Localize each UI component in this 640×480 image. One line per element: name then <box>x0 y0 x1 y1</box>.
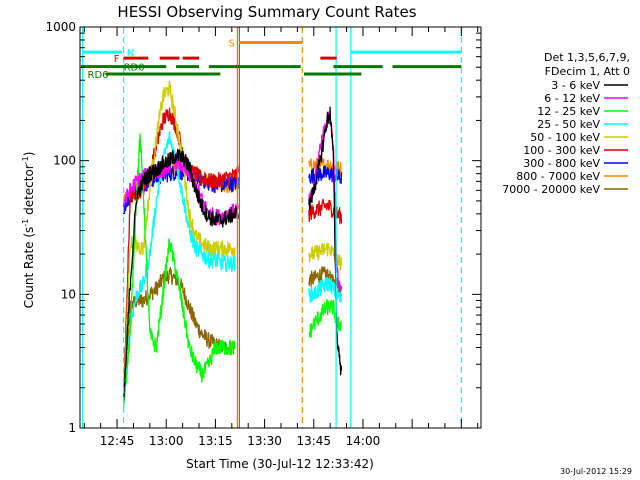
flag-f: F <box>114 54 337 65</box>
series-line-4-flare <box>122 131 236 412</box>
x-axis: 12:45 13:00 13:15 13:30 13:45 14:00 <box>83 27 479 448</box>
flag-n-label: N <box>127 48 134 59</box>
legend: Det 1,3,5,6,7,9, FDecim 1, Att 0 3 - 6 k… <box>502 51 630 196</box>
legend-label-8: 800 - 7000 keV <box>516 170 600 183</box>
y-tick-label: 10 <box>61 287 76 301</box>
x-tick-label: 13:45 <box>296 434 331 448</box>
legend-label-3: 12 - 25 keV <box>537 105 600 118</box>
flag-s: S <box>229 39 303 50</box>
y-tick-label: 1 <box>68 421 76 435</box>
legend-label-1: 3 - 6 keV <box>551 79 600 92</box>
y-tick-label: 1000 <box>45 20 76 34</box>
x-tick-label: 13:30 <box>247 434 282 448</box>
vline-layer <box>82 27 462 428</box>
timestamp: 30-Jul-2012 15:29 <box>560 467 632 476</box>
x-axis-title: Start Time (30-Jul-12 12:33:42) <box>186 457 374 471</box>
legend-label-9: 7000 - 20000 keV <box>502 183 600 196</box>
series-line-1-flare <box>122 148 239 401</box>
series-9 <box>123 266 343 403</box>
legend-header-detectors: Det 1,3,5,6,7,9, <box>544 51 630 64</box>
flag-f-label: F <box>114 54 120 65</box>
x-tick-label: 13:15 <box>198 434 233 448</box>
x-tick-label: 14:00 <box>346 434 381 448</box>
legend-header-decimation: FDecim 1, Att 0 <box>545 65 630 78</box>
x-tick-label: 13:00 <box>149 434 184 448</box>
flag-rd0-label: RD0 <box>124 63 145 74</box>
chart-title: HESSI Observing Summary Count Rates <box>117 3 416 21</box>
x-tick-label: 12:45 <box>100 434 135 448</box>
y-tick-label: 100 <box>53 154 76 168</box>
flag-n: N <box>82 48 462 59</box>
flag-rd0: RD0 <box>80 63 462 74</box>
legend-label-2: 6 - 12 keV <box>544 92 600 105</box>
y-axis-title: Count Rate (s-1 detector-1) <box>21 152 36 309</box>
flag-s-label: S <box>229 39 235 50</box>
series-line-5-flare <box>122 80 236 403</box>
plot-frame <box>79 26 482 429</box>
flag-layer: NF S RD0 RD6 <box>80 39 462 81</box>
flag-rd6-label: RD6 <box>88 70 109 81</box>
y-axis: 1 10 100 1000 <box>45 20 481 435</box>
legend-label-7: 300 - 800 keV <box>523 157 600 170</box>
flag-rd6: RD6 <box>88 70 362 81</box>
series-line-3-flare <box>122 133 236 404</box>
legend-label-4: 25 - 50 keV <box>537 118 600 131</box>
legend-label-5: 50 - 100 keV <box>530 131 600 144</box>
series-layer <box>122 80 343 412</box>
legend-label-6: 100 - 300 keV <box>523 144 600 157</box>
